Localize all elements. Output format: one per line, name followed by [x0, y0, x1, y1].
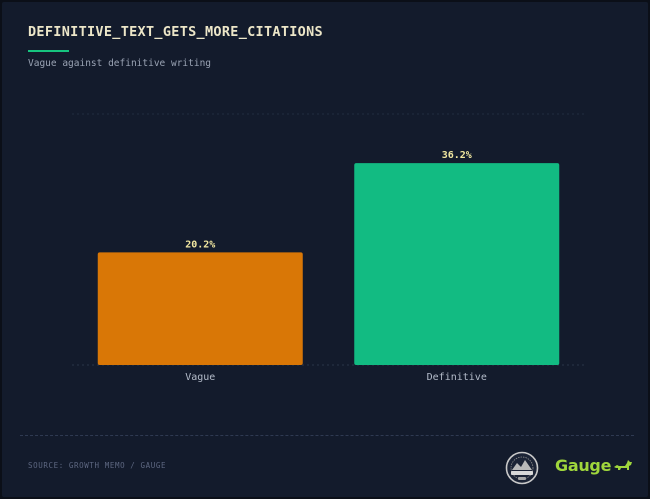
data-label-definitive: 36.2%: [442, 150, 472, 161]
bar-chart: 20.2% Vague 36.2% Definitive: [72, 113, 585, 383]
bar-definitive: [354, 163, 560, 365]
x-tick-label-definitive: Definitive: [427, 372, 487, 383]
source-note: SOURCE: GROWTH MEMO / GAUGE: [28, 461, 167, 470]
bar-vague: [97, 252, 303, 365]
x-tick-label-vague: Vague: [185, 372, 215, 383]
chart-subtitle: Vague against definitive writing: [28, 58, 212, 69]
gauge-wordmark: Gauge: [555, 456, 612, 475]
gauge-dog-icon: [614, 460, 633, 470]
gauge-logo: Gauge: [555, 456, 633, 475]
data-label-vague: 20.2%: [185, 239, 215, 250]
growth-memo-seal-icon: [505, 451, 539, 485]
chart-title: DEFINITIVE_TEXT_GETS_MORE_CITATIONS: [28, 24, 323, 40]
footer-divider: [20, 435, 634, 436]
title-accent-line: [28, 50, 69, 52]
